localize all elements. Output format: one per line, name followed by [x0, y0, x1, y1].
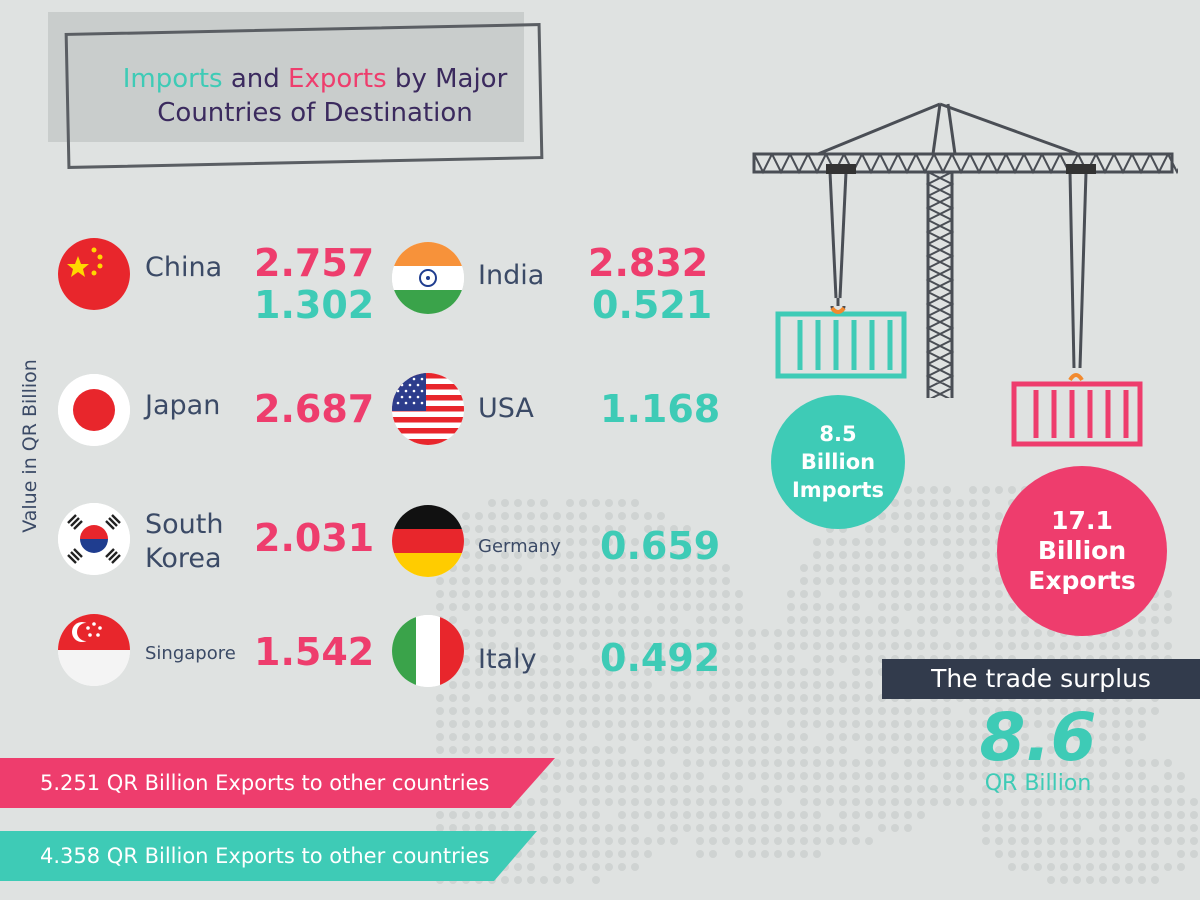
- country-singapore: Singapore: [145, 643, 236, 664]
- title-imports-word: Imports: [122, 64, 223, 94]
- country-italy: Italy: [478, 644, 537, 675]
- trade-surplus-label: The trade surplus: [882, 659, 1200, 699]
- value-south-korea-exports: 2.031: [254, 516, 375, 560]
- imports-total-bubble: 8.5 Billion Imports: [771, 395, 905, 529]
- title-line2: Countries of Destination: [157, 98, 473, 128]
- exports-total-bubble: 17.1 Billion Exports: [997, 466, 1167, 636]
- value-usa-imports: 1.168: [600, 387, 721, 431]
- value-china-imports: 1.302: [254, 283, 375, 327]
- usa-flag-icon: [392, 373, 464, 445]
- value-singapore-exports: 1.542: [254, 630, 375, 674]
- value-germany-imports: 0.659: [600, 524, 721, 568]
- country-south-korea-line1: South: [145, 509, 224, 540]
- italy-flag-icon: [392, 615, 464, 687]
- title-background: [48, 12, 524, 142]
- title-and-word: and: [222, 64, 289, 94]
- imports-total-line2: Billion: [800, 450, 876, 474]
- chart-title: Imports and Exports by Major Countries o…: [80, 62, 550, 130]
- country-germany: Germany: [478, 536, 561, 557]
- title-rest: by Major: [386, 64, 508, 94]
- exports-other-ribbon-teal: 4.358 QR Billion Exports to other countr…: [0, 831, 537, 881]
- value-china-exports: 2.757: [254, 241, 375, 285]
- exports-total-value: 17.1: [1051, 506, 1113, 535]
- singapore-flag-icon: [58, 614, 130, 686]
- imports-total-line3: Imports: [791, 478, 885, 502]
- country-china: China: [145, 252, 223, 283]
- imports-total-value: 8.5: [819, 422, 857, 446]
- crane-illustration: [752, 102, 1178, 398]
- trade-surplus-value: 8.6: [979, 699, 1097, 776]
- value-india-exports: 2.832: [588, 241, 709, 285]
- country-south-korea-line2: Korea: [145, 543, 222, 574]
- country-india: India: [478, 260, 545, 291]
- south-korea-flag-icon: [58, 503, 130, 575]
- exports-total-line3: Exports: [1028, 566, 1136, 595]
- india-flag-icon: [392, 242, 464, 314]
- title-exports-word: Exports: [288, 64, 387, 94]
- export-container-icon: [1011, 373, 1143, 447]
- value-india-imports: 0.521: [592, 283, 713, 327]
- trade-surplus-unit: QR Billion: [984, 771, 1092, 796]
- country-japan: Japan: [145, 390, 221, 421]
- exports-total-line2: Billion: [1037, 536, 1127, 565]
- value-japan-exports: 2.687: [254, 387, 375, 431]
- china-flag-icon: [58, 238, 130, 310]
- exports-other-ribbon-pink: 5.251 QR Billion Exports to other countr…: [0, 758, 555, 808]
- country-usa: USA: [478, 393, 534, 424]
- japan-flag-icon: [58, 374, 130, 446]
- y-axis-label: Value in QR Billion: [19, 359, 41, 533]
- value-italy-imports: 0.492: [600, 636, 721, 680]
- germany-flag-icon: [392, 505, 464, 577]
